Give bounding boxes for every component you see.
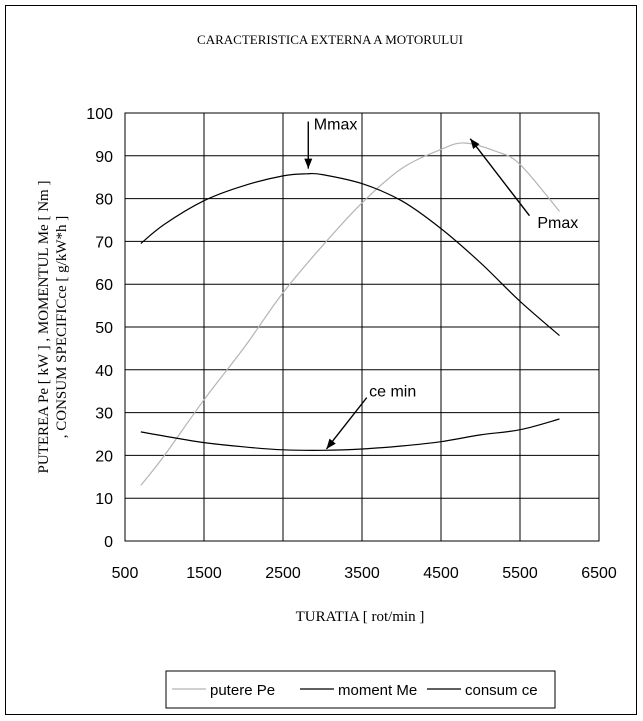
series-line-3 xyxy=(140,418,560,451)
y-tick-labels: 0 10 20 30 40 50 60 70 80 90 100 xyxy=(86,106,113,551)
y-tick-label: 70 xyxy=(95,234,113,251)
chart-frame xyxy=(5,5,637,715)
y-tick-label: 30 xyxy=(95,406,113,423)
y-tick-label: 50 xyxy=(95,320,113,337)
annotation-arrow xyxy=(469,138,531,217)
legend-label: consum ce xyxy=(465,682,538,699)
annotation-arrowhead xyxy=(470,138,480,150)
y-tick-label: 10 xyxy=(95,491,113,508)
x-tick-labels: 500 1500 2500 3500 4500 5500 6500 xyxy=(112,565,617,582)
y-tick-label: 80 xyxy=(95,192,113,209)
y-tick-label: 0 xyxy=(104,534,113,551)
y-axis-title-line-2: , CONSUM SPECIFICce [ g/kW*h ] xyxy=(54,216,70,439)
y-tick-label: 60 xyxy=(95,277,113,294)
annotation-label: ce min xyxy=(369,383,416,400)
x-tick-label: 2500 xyxy=(265,565,301,582)
annotation-arrowhead xyxy=(304,158,313,169)
series-line-1 xyxy=(140,142,560,486)
series-lines xyxy=(140,142,560,486)
x-tick-label: 3500 xyxy=(344,565,380,582)
y-tick-label: 90 xyxy=(95,149,113,166)
legend-label: putere Pe xyxy=(210,682,275,699)
annotations: Mmax Pmax ce min xyxy=(304,117,578,450)
x-tick-label: 5500 xyxy=(502,565,538,582)
y-tick-label: 100 xyxy=(86,106,113,123)
annotation-arrowhead xyxy=(326,438,336,449)
grid-lines xyxy=(124,112,600,542)
x-tick-label: 6500 xyxy=(581,565,617,582)
legend-label: moment Me xyxy=(338,682,417,699)
series-line-2 xyxy=(140,172,560,337)
y-axis-title-line-1: PUTEREA Pe [ kW ] , MOMENTUL Me [ Nm ] xyxy=(36,181,52,474)
x-tick-label: 1500 xyxy=(186,565,222,582)
x-tick-label: 500 xyxy=(112,565,139,582)
legend-items: putere Pe moment Me consum ce xyxy=(172,682,538,699)
annotation-label: Mmax xyxy=(314,117,358,134)
x-axis-title: TURATIA [ rot/min ] xyxy=(296,609,425,625)
chart-title: CARACTERISTICA EXTERNA A MOTORULUI xyxy=(197,32,463,47)
x-tick-label: 4500 xyxy=(423,565,459,582)
annotation-arrow xyxy=(325,397,368,450)
y-tick-label: 40 xyxy=(95,363,113,380)
annotation-label: Pmax xyxy=(537,215,578,232)
legend xyxy=(165,670,556,709)
y-tick-label: 20 xyxy=(95,448,113,465)
